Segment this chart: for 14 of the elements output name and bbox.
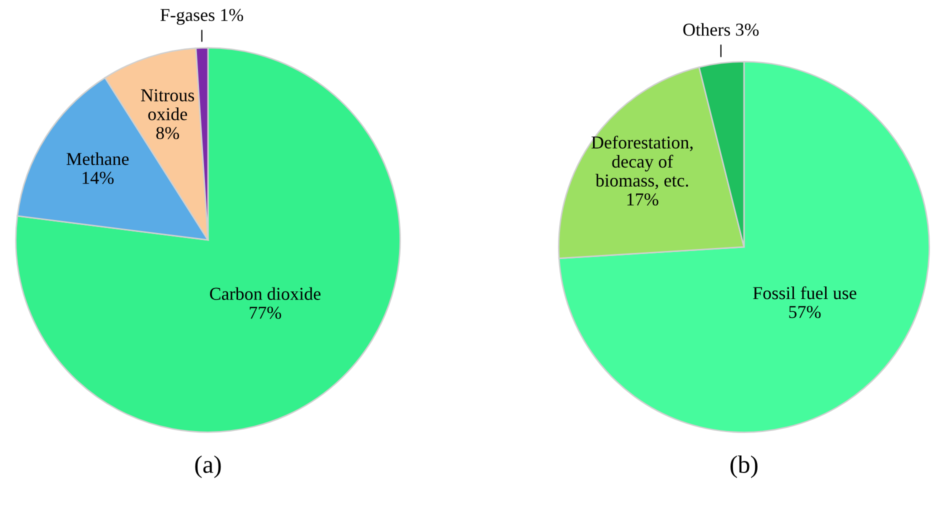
data-label: 17% xyxy=(627,193,658,206)
text: (b) xyxy=(730,455,758,478)
text: (a) xyxy=(195,455,221,478)
slice-label: F-gases 1% xyxy=(160,8,244,25)
slice-label: Others 3% xyxy=(683,23,759,36)
data-label: 14% xyxy=(82,172,114,184)
data-label: 77% xyxy=(250,306,282,319)
slice-label: Methane xyxy=(66,152,129,166)
data-label: 57% xyxy=(789,306,821,318)
slice-label: Deforestation, decay of biomass, etc. xyxy=(591,136,693,190)
slice-label: Nitrous oxide xyxy=(141,89,194,120)
slice-label: Carbon dioxide xyxy=(210,287,320,300)
slice-label: Fossil fuel use xyxy=(753,286,856,300)
data-label: 8% xyxy=(156,126,180,140)
